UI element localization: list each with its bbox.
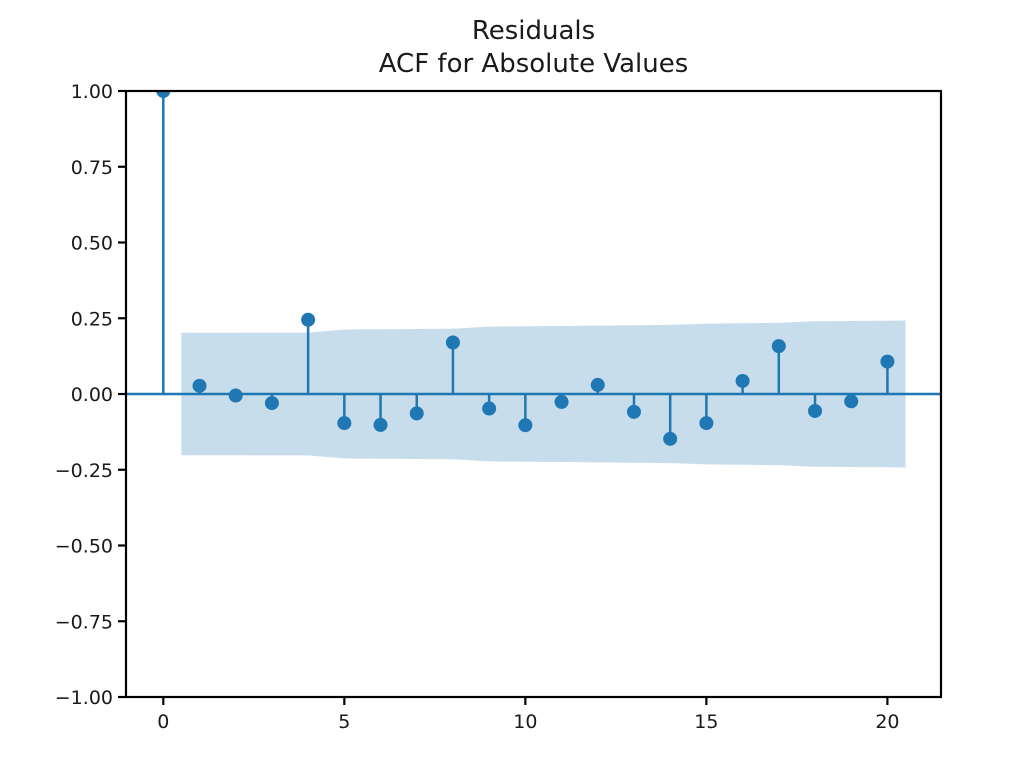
x-tick-label: 20 (875, 711, 899, 733)
x-tick-label: 15 (694, 711, 718, 733)
chart-title-line-1: Residuals (472, 16, 595, 46)
marker-lag-8 (445, 335, 460, 350)
marker-lag-16 (735, 373, 750, 388)
marker-lag-19 (844, 394, 859, 409)
y-tick-label: −1.00 (55, 687, 113, 709)
marker-lag-10 (518, 418, 533, 433)
marker-lag-0 (156, 91, 171, 98)
y-tick-label: 0.25 (71, 308, 113, 330)
marker-lag-5 (337, 416, 352, 431)
marker-lag-15 (699, 416, 714, 431)
y-tick-label: 0.75 (71, 157, 113, 179)
x-tick-label: 10 (513, 711, 537, 733)
marker-lag-7 (409, 406, 424, 421)
marker-lag-20 (880, 354, 895, 369)
marker-lag-4 (301, 312, 316, 327)
marker-lag-11 (554, 394, 569, 409)
y-tick-label: −0.75 (55, 611, 113, 633)
y-tick-label: −0.50 (55, 536, 113, 558)
marker-lag-9 (482, 401, 497, 416)
marker-lag-1 (192, 378, 207, 393)
y-tick-label: 0.50 (71, 233, 113, 255)
marker-lag-13 (626, 404, 641, 419)
acf-stems (156, 91, 895, 446)
marker-lag-2 (228, 388, 243, 403)
marker-lag-18 (808, 403, 823, 418)
y-tick-label: 0.00 (71, 384, 113, 406)
marker-lag-6 (373, 417, 388, 432)
y-tick-label: −0.25 (55, 460, 113, 482)
x-tick-label: 0 (157, 711, 169, 733)
y-tick-label: 1.00 (71, 81, 113, 103)
marker-lag-12 (590, 377, 605, 392)
marker-lag-14 (663, 431, 678, 446)
chart-title-line-2: ACF for Absolute Values (379, 49, 689, 79)
x-tick-label: 5 (338, 711, 350, 733)
marker-lag-17 (771, 339, 786, 354)
marker-lag-3 (264, 396, 279, 411)
